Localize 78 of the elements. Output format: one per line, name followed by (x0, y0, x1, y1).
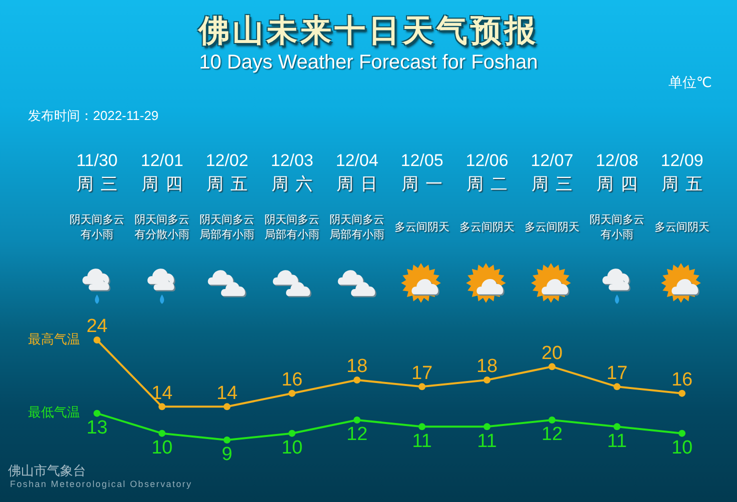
data-label: 11 (607, 430, 627, 452)
point (224, 403, 230, 410)
x-tick-label: 11/30 (76, 150, 118, 170)
x-tick-label: 12/01 (140, 150, 184, 170)
text: 多云间阴天 (460, 220, 514, 236)
text: 发布时间：2022-11-29 (28, 107, 159, 125)
point (484, 376, 490, 384)
data-label: 10 (671, 438, 693, 459)
data-label: 12 (541, 424, 563, 446)
data-label: 11 (477, 430, 497, 452)
data-label: 24 (86, 316, 108, 338)
point (354, 376, 360, 384)
text: 周一 (400, 174, 450, 196)
point (484, 423, 490, 430)
text: 周六 (270, 174, 320, 196)
data-label: 12 (346, 424, 368, 446)
point (288, 390, 296, 397)
point (418, 383, 426, 390)
text: 多云间阴天 (654, 220, 710, 236)
text: 阴天间多云局部有小雨 (264, 213, 320, 243)
point (678, 430, 686, 437)
text: 阴天间多云局部有小雨 (198, 213, 256, 243)
data-label: 14 (151, 382, 173, 404)
point (548, 416, 556, 424)
point (288, 430, 296, 437)
x-tick-label: 12/03 (270, 150, 314, 170)
text: Foshan Meteorological Observatory (10, 479, 192, 489)
data-label: 20 (541, 342, 563, 364)
x-tick-label: 12/05 (400, 150, 444, 170)
text: 周三 (76, 174, 124, 196)
text: 阴天间多云有小雨 (68, 213, 126, 243)
point (94, 336, 100, 344)
text: 阴天间多云局部有小雨 (328, 213, 386, 243)
point (614, 383, 620, 390)
point (94, 410, 100, 417)
x-tick-label: 12/09 (660, 150, 704, 170)
data-label: 17 (606, 362, 628, 384)
text: 周五 (206, 174, 254, 196)
data-label: 9 (222, 444, 232, 466)
chart-title: 佛山未来十日天气预报 (198, 12, 538, 50)
point (158, 430, 166, 437)
data-label: 13 (86, 418, 108, 439)
point (354, 416, 360, 424)
data-label: 18 (346, 356, 368, 378)
point (158, 403, 166, 410)
data-label: 16 (281, 370, 303, 391)
data-label: 18 (476, 356, 498, 378)
data-label: 14 (216, 382, 238, 404)
point (678, 390, 686, 397)
data-label: 11 (412, 430, 432, 452)
text: 周四 (140, 174, 190, 196)
data-label: 16 (671, 370, 693, 391)
data-label: 17 (411, 362, 433, 384)
text: 单位℃ (668, 74, 712, 92)
x-tick-label: 12/02 (206, 150, 248, 170)
series-label: 最高气温 (28, 331, 80, 348)
text: 多云间阴天 (524, 220, 580, 236)
x-tick-label: 12/07 (530, 150, 574, 170)
text: 阴天间多云有小雨 (588, 213, 646, 243)
text: 多云间阴天 (394, 220, 450, 236)
series-label: 最低气温 (28, 406, 80, 421)
text: 周日 (336, 174, 384, 196)
data-label: 10 (281, 438, 303, 459)
x-tick-label: 12/08 (596, 150, 638, 170)
text: 周四 (596, 174, 644, 196)
data-label: 10 (151, 438, 173, 459)
text: 阴天间多云有分散小雨 (134, 213, 190, 243)
chart-subtitle: 10 Days Weather Forecast for Foshan (199, 52, 538, 74)
text: 佛山市气象台 (8, 462, 86, 480)
point (614, 423, 620, 430)
text: 周五 (660, 174, 710, 196)
point (418, 423, 426, 430)
point (224, 436, 230, 444)
point (548, 363, 556, 370)
x-tick-label: 12/06 (466, 150, 508, 170)
text: 周三 (530, 174, 580, 196)
x-tick-label: 12/04 (336, 150, 378, 170)
text: 周二 (466, 174, 514, 196)
